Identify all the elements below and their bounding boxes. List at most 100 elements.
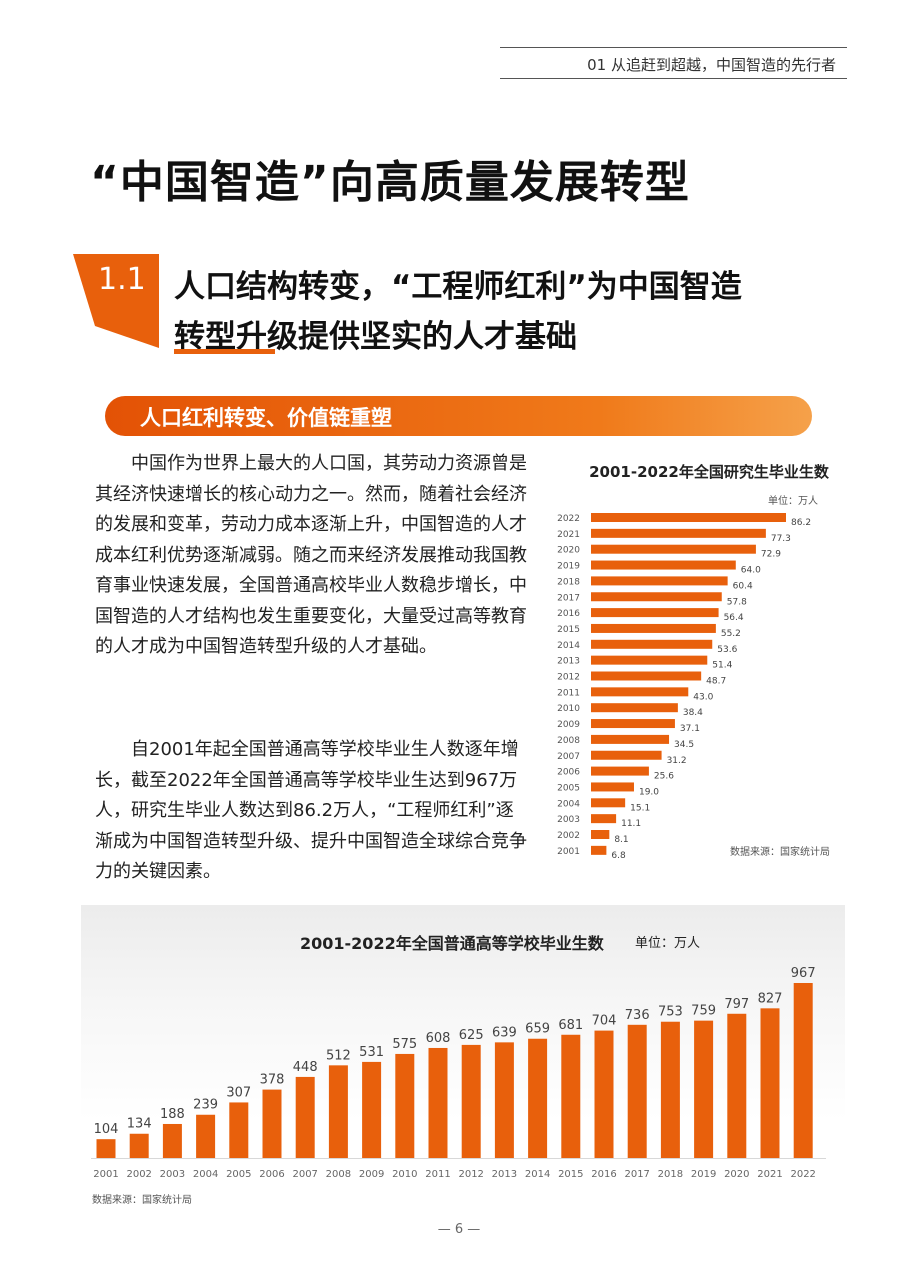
chart1-bar: [591, 576, 728, 586]
chart1-bar: [591, 798, 626, 808]
chart1-category-label: 2015: [557, 625, 580, 635]
page-title: “中国智造”向高质量发展转型: [90, 157, 690, 208]
chart2-category-label: 2020: [724, 1169, 749, 1180]
chart2-bar: [561, 1034, 581, 1158]
chart2-value-label: 797: [724, 997, 749, 1012]
chart2-category-label: 2009: [359, 1169, 384, 1180]
chart2-bar: [328, 1065, 348, 1158]
chart2-category-label: 2021: [757, 1169, 782, 1180]
chart1-category-label: 2017: [557, 593, 580, 603]
chart1-bar: [591, 513, 786, 522]
chart2-category-label: 2013: [492, 1169, 517, 1180]
chart2-college-bars: 104 2001 134 2002 188 2003 239 2004 307 2005 378 20…: [91, 966, 826, 1180]
section-title-underline: [174, 349, 275, 354]
chart1-title: 2001-2022年全国研究生毕业生数: [589, 463, 829, 481]
chart2-bar: [295, 1076, 315, 1158]
chart1-category-label: 2014: [557, 641, 580, 651]
chart2-bar: [162, 1123, 182, 1158]
chart1-value-label: 38.4: [683, 708, 703, 718]
chart2-bar: [428, 1047, 448, 1158]
section-title-line1: 人口结构转变，“工程师红利”为中国智造: [174, 269, 742, 305]
chart2-category-label: 2017: [624, 1169, 649, 1180]
chart1-value-label: 31.2: [667, 756, 687, 766]
chart2-value-label: 239: [193, 1098, 218, 1113]
chart2-category-label: 2014: [525, 1169, 550, 1180]
chart2-bar: [229, 1102, 249, 1158]
chart2-value-label: 753: [658, 1005, 683, 1020]
chart1-bar: [591, 623, 716, 633]
subsection-banner: [105, 396, 812, 436]
chart1-source: 数据来源：国家统计局: [730, 847, 830, 858]
chart2-category-label: 2015: [558, 1169, 583, 1180]
chart2-bar: [196, 1114, 216, 1158]
chart2-unit: 单位：万人: [635, 936, 701, 951]
chart1-category-label: 2004: [557, 799, 580, 809]
chart2-bar: [793, 983, 813, 1158]
chart2-value-label: 608: [426, 1031, 451, 1046]
chart2-category-label: 2003: [160, 1169, 185, 1180]
chart2-value-label: 736: [625, 1008, 650, 1023]
chart2-value-label: 448: [293, 1060, 318, 1075]
chart2-category-label: 2004: [193, 1169, 218, 1180]
chart2-bar: [262, 1089, 282, 1158]
section-number: 1.1: [98, 262, 146, 297]
chart1-value-label: 8.1: [614, 835, 628, 845]
chart2-value-label: 134: [127, 1117, 152, 1132]
chart2-bar: [760, 1008, 780, 1158]
chart1-category-label: 2007: [557, 752, 580, 762]
chart1-category-label: 2022: [557, 514, 580, 524]
chart1-value-label: 57.8: [727, 597, 747, 607]
chart2-value-label: 307: [226, 1085, 251, 1100]
chart1-category-label: 2021: [557, 530, 580, 540]
chart1-category-label: 2016: [557, 609, 580, 619]
chart1-value-label: 34.5: [674, 740, 694, 750]
chart1-category-label: 2011: [557, 688, 580, 698]
paragraph-text: 自2001年起全国普通高等学校毕业生人数逐年增长，截至2022年全国普通高等学校…: [95, 739, 527, 882]
chart2-value-label: 827: [758, 991, 783, 1006]
chart2-category-label: 2016: [591, 1169, 616, 1180]
running-header: 01 从追赶到超越，中国智造的先行者: [587, 56, 836, 74]
chart2-category-label: 2006: [259, 1169, 284, 1180]
chart1-bar: [591, 845, 607, 855]
chart2-value-label: 575: [392, 1037, 417, 1052]
chart2-source: 数据来源：国家统计局: [92, 1195, 192, 1206]
chart2-category-label: 2001: [93, 1169, 118, 1180]
chart1-value-label: 37.1: [680, 724, 700, 734]
chart2-category-label: 2008: [326, 1169, 351, 1180]
chart1-value-label: 51.4: [712, 661, 732, 671]
chart2-bar: [362, 1061, 382, 1158]
subsection-banner-text: 人口红利转变、价值链重塑: [140, 406, 392, 430]
chart1-value-label: 86.2: [791, 518, 811, 528]
chart1-value-label: 77.3: [771, 534, 791, 544]
chart1-value-label: 48.7: [706, 677, 726, 687]
chart1-value-label: 11.1: [621, 819, 641, 829]
chart1-bar: [591, 608, 719, 618]
chart1-bar: [591, 814, 617, 824]
chart2-category-label: 2010: [392, 1169, 417, 1180]
chart2-value-label: 188: [160, 1107, 185, 1122]
chart1-category-label: 2002: [557, 831, 580, 841]
chart2-bar: [395, 1053, 415, 1158]
chart1-category-label: 2019: [557, 562, 580, 572]
chart2-value-label: 759: [691, 1004, 716, 1019]
section-title-line2: 转型升级提供坚实的人才基础: [174, 319, 577, 355]
chart2-category-label: 2007: [292, 1169, 317, 1180]
chart1-category-label: 2010: [557, 704, 580, 714]
chart1-bar: [591, 750, 662, 760]
chart2-value-label: 704: [592, 1014, 617, 1029]
chart2-value-label: 531: [359, 1045, 384, 1060]
chart1-bar: [591, 544, 756, 554]
chart2-value-label: 378: [260, 1073, 285, 1088]
chart1-bar: [591, 528, 766, 538]
chart1-bar: [591, 703, 678, 713]
chart2-category-label: 2018: [658, 1169, 683, 1180]
chart2-category-label: 2002: [126, 1169, 151, 1180]
chart2-category-label: 2005: [226, 1169, 251, 1180]
page-number: — 6 —: [437, 1222, 481, 1237]
section-title: 人口结构转变，“工程师红利”为中国智造 转型升级提供坚实的人才基础: [174, 262, 874, 362]
chart2-bar: [96, 1139, 116, 1158]
body-paragraph-2: 自2001年起全国普通高等学校毕业生人数逐年增长，截至2022年全国普通高等学校…: [95, 735, 527, 888]
chart2-bar: [594, 1030, 614, 1158]
chart2-value-label: 681: [558, 1018, 583, 1033]
chart2-bar: [660, 1021, 680, 1158]
